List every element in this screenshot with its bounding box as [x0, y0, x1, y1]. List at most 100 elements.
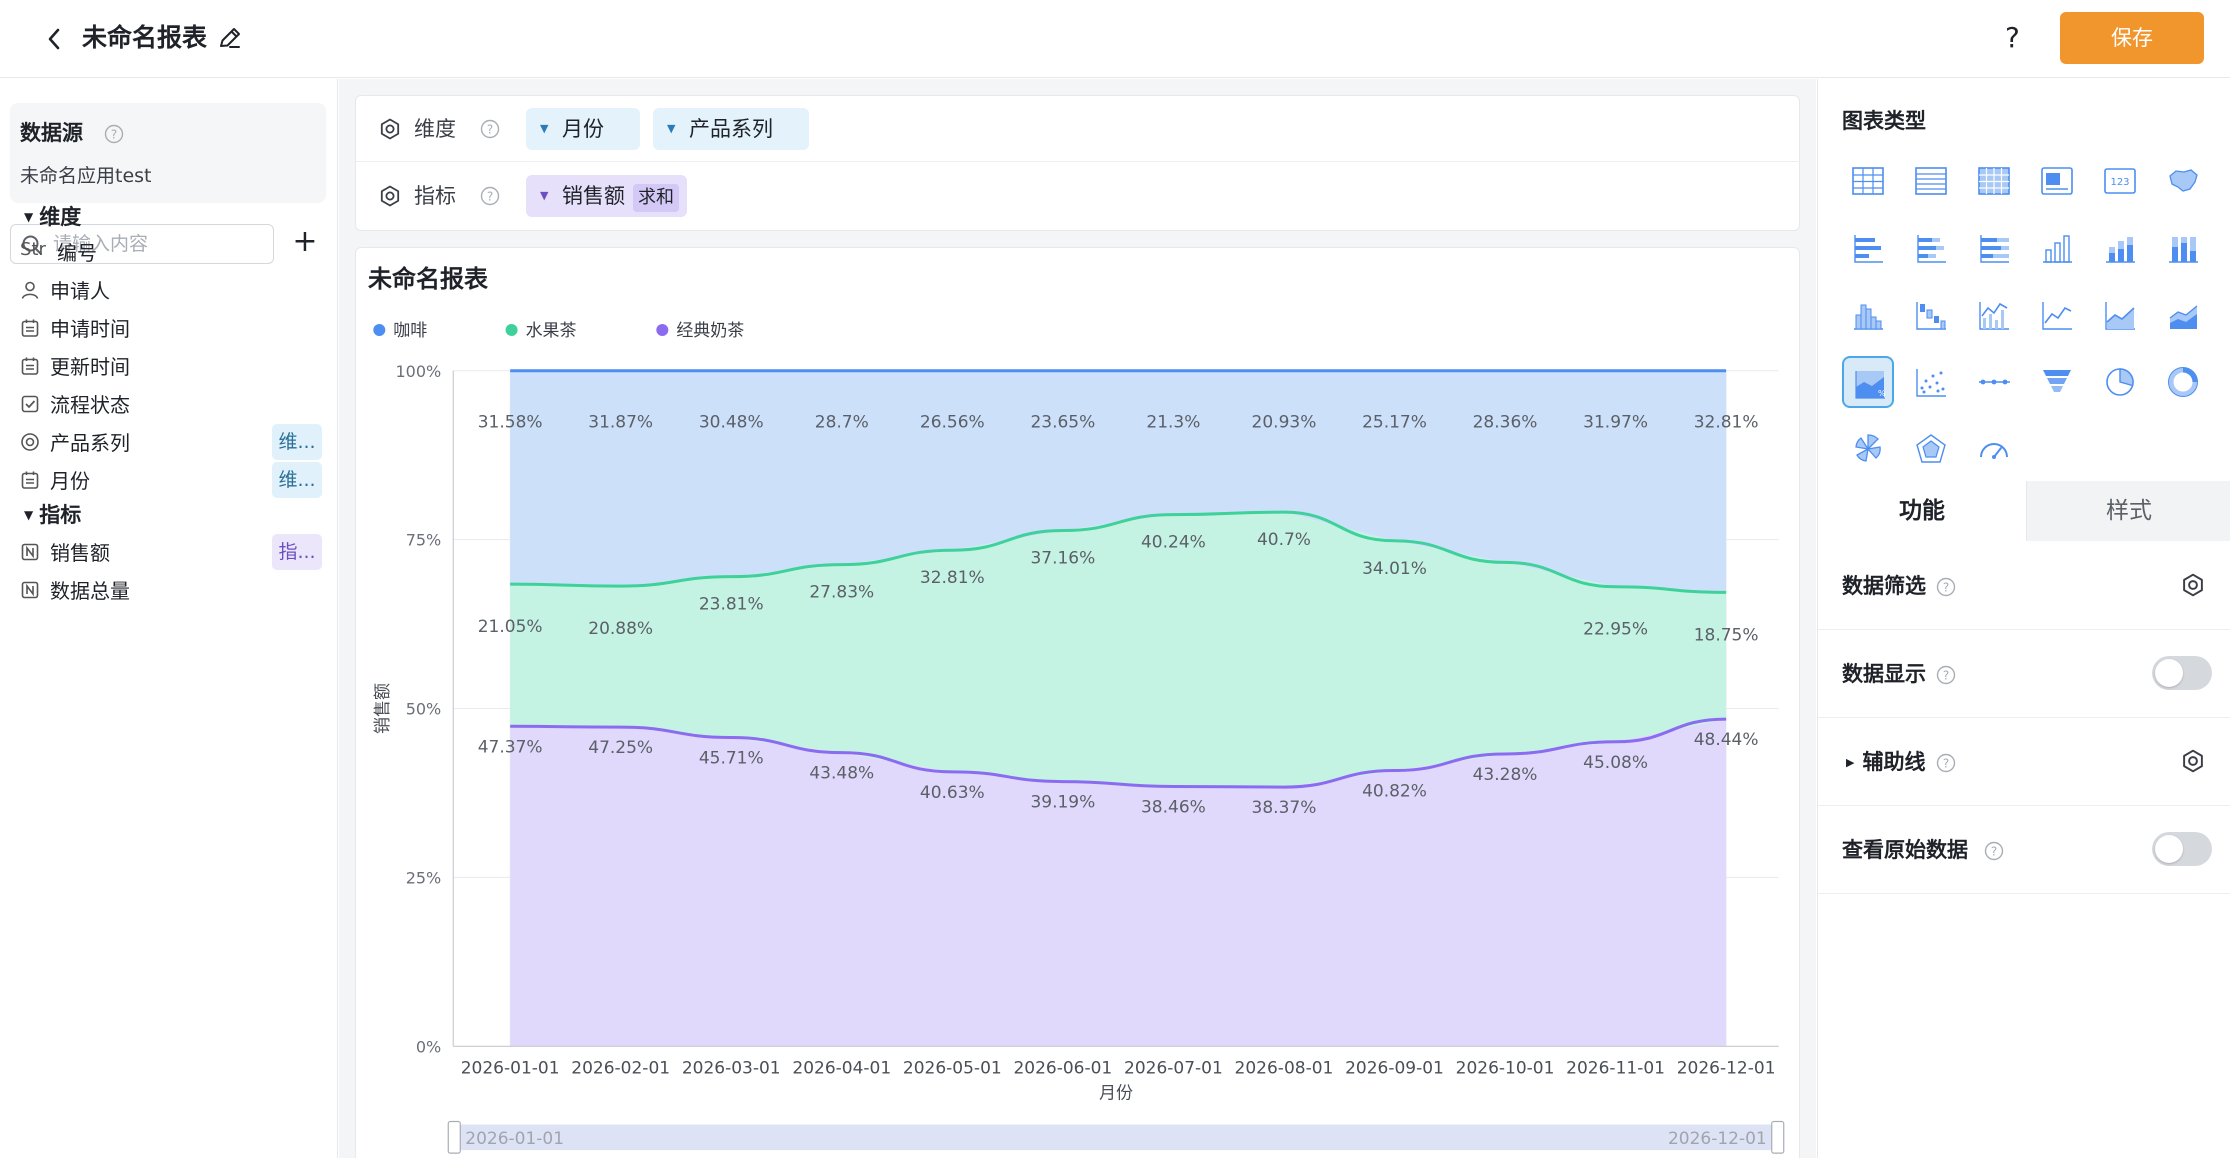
chart-type-rose[interactable]	[1842, 423, 1894, 475]
option-row: 数据显示?	[1818, 630, 2230, 718]
field-usage-tag: 维...	[272, 424, 322, 460]
x-tick-label: 2026-10-01	[1456, 1058, 1555, 1078]
indicator-group-header[interactable]: ▼ 指标	[24, 499, 81, 531]
chart-type-percent-bar-horizontal[interactable]	[1968, 222, 2020, 274]
indicator-pill-sales[interactable]: ▼ 销售额 求和	[526, 175, 687, 217]
data-label-咖啡: 31.58%	[478, 413, 543, 433]
chart-type-area[interactable]	[2094, 289, 2146, 341]
dimension-config-label: 维度	[414, 117, 456, 141]
legend-label-水果茶[interactable]: 水果茶	[526, 321, 577, 341]
chart-type-kpi-card[interactable]	[2031, 155, 2083, 207]
dimension-field-row[interactable]: 申请人	[20, 272, 326, 310]
chart-type-donut[interactable]	[2157, 356, 2209, 408]
chart-type-bar-horizontal[interactable]	[1842, 222, 1894, 274]
aggregation-badge[interactable]: 求和	[633, 184, 679, 212]
dimension-field-row[interactable]: 申请时间	[20, 310, 326, 348]
settings-icon[interactable]	[2180, 748, 2206, 774]
caret-down-icon: ▼	[24, 508, 34, 522]
search-input[interactable]	[53, 230, 263, 258]
svg-text:?: ?	[487, 123, 493, 137]
legend-label-咖啡[interactable]: 咖啡	[393, 321, 427, 341]
help-circle-icon[interactable]: ?	[1984, 841, 2004, 861]
chart-type-percent-area[interactable]: %	[1842, 356, 1894, 408]
chart-type-pie[interactable]	[2094, 356, 2146, 408]
series-line-水果茶	[510, 510, 1727, 594]
dimension-field-row[interactable]: 更新时间	[20, 348, 326, 386]
dimension-pill-month[interactable]: ▼ 月份	[526, 108, 640, 150]
settings-icon[interactable]	[2180, 572, 2206, 598]
dimension-field-row[interactable]: Str 编号	[20, 234, 326, 272]
chart-type-radar[interactable]	[1905, 423, 1957, 475]
dimension-field-row[interactable]: 月份 维...	[20, 462, 326, 500]
chart-type-detail-table[interactable]	[1905, 155, 1957, 207]
chart-type-funnel[interactable]	[2031, 356, 2083, 408]
option-row: 查看原始数据?	[1818, 806, 2230, 894]
chart-title: 未命名报表	[368, 265, 488, 293]
chart-type-line[interactable]	[2031, 289, 2083, 341]
option-label-text: 辅助线	[1862, 750, 1926, 774]
caret-down-icon: ▼	[540, 189, 549, 202]
edit-title-button[interactable]	[216, 24, 244, 52]
chart-type-scatter[interactable]	[1905, 356, 1957, 408]
data-label-水果茶: 27.83%	[809, 583, 874, 603]
chart-type-combo[interactable]	[1968, 289, 2020, 341]
legend-marker-经典奶茶[interactable]	[656, 323, 669, 336]
help-circle-icon[interactable]: ?	[1936, 753, 1956, 773]
data-label-咖啡: 31.97%	[1583, 413, 1648, 433]
range-slider-handle-left[interactable]	[447, 1120, 461, 1154]
help-circle-icon[interactable]: ?	[1936, 577, 1956, 597]
x-tick-label: 2026-04-01	[792, 1058, 891, 1078]
field-search[interactable]	[10, 224, 274, 264]
caret-down-icon: ▼	[540, 122, 549, 135]
series-line-经典奶茶	[510, 717, 1727, 789]
option-label[interactable]: ▶ 辅助线	[1846, 746, 1925, 779]
field-usage-tag: 维...	[272, 462, 322, 498]
dimension-field-row[interactable]: 流程状态	[20, 386, 326, 424]
legend-label-经典奶茶[interactable]: 经典奶茶	[676, 321, 744, 341]
chart-type-percent-column[interactable]	[2157, 222, 2209, 274]
legend-marker-水果茶[interactable]	[505, 323, 518, 336]
help-circle-icon[interactable]: ?	[480, 119, 500, 139]
chart-type-stacked-area[interactable]	[2157, 289, 2209, 341]
chart-type-map[interactable]	[2157, 155, 2209, 207]
chart-type-gauge[interactable]	[1968, 423, 2020, 475]
dimension-group-header[interactable]: ▼ 维度	[24, 201, 81, 233]
indicator-field-row[interactable]: 数据总量	[20, 572, 326, 610]
area-经典奶茶	[510, 719, 1727, 1047]
range-slider-track[interactable]	[453, 1124, 1779, 1151]
indicator-config-label: 指标	[414, 184, 456, 208]
indicator-field-row[interactable]: 销售额 指...	[20, 534, 326, 572]
svg-text:?: ?	[1991, 845, 1997, 859]
save-button[interactable]: 保存	[2060, 12, 2204, 64]
range-slider-handle-right[interactable]	[1771, 1120, 1785, 1154]
datasource-name[interactable]: 未命名应用test	[20, 165, 152, 187]
help-button[interactable]: ?	[2005, 21, 2020, 54]
chart-type-table[interactable]	[1842, 155, 1894, 207]
chart-type-dot-line[interactable]	[1968, 356, 2020, 408]
area-咖啡	[510, 370, 1727, 593]
column-icon	[2043, 235, 2072, 263]
chart-type-stacked-bar-horizontal[interactable]	[1905, 222, 1957, 274]
legend-marker-咖啡[interactable]	[373, 323, 386, 336]
percent-column-icon	[2169, 237, 2198, 263]
tab-style[interactable]: 样式	[2026, 481, 2230, 541]
help-circle-icon[interactable]: ?	[480, 186, 500, 206]
data-label-咖啡: 21.3%	[1146, 413, 1200, 433]
area-水果茶	[510, 512, 1727, 788]
dimension-field-row[interactable]: 产品系列 维...	[20, 424, 326, 462]
chart-type-column[interactable]	[2031, 222, 2083, 274]
chart-type-number-card[interactable]: 123	[2094, 155, 2146, 207]
chart-type-histogram[interactable]	[1842, 289, 1894, 341]
toggle-switch[interactable]	[2152, 656, 2212, 690]
add-field-button[interactable]: +	[292, 224, 318, 259]
help-circle-icon[interactable]: ?	[104, 124, 124, 144]
help-circle-icon[interactable]: ?	[1936, 665, 1956, 685]
line-icon	[2042, 302, 2072, 330]
chart-type-pivot-table[interactable]	[1968, 155, 2020, 207]
chart-type-stacked-column[interactable]	[2094, 222, 2146, 274]
tab-function[interactable]: 功能	[1818, 481, 2026, 541]
back-button[interactable]	[40, 22, 70, 56]
chart-type-waterfall[interactable]	[1905, 289, 1957, 341]
dimension-pill-product-series[interactable]: ▼ 产品系列	[653, 108, 809, 150]
toggle-switch[interactable]	[2152, 832, 2212, 866]
